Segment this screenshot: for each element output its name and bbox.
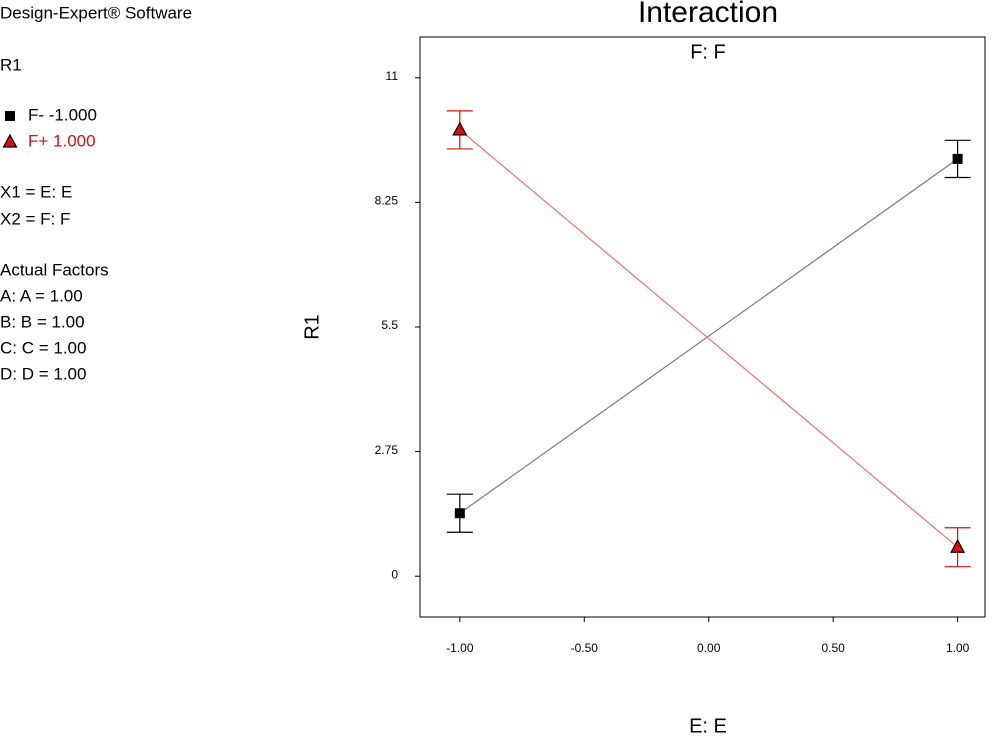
plot-frame xyxy=(419,36,986,618)
software-label: Design-Expert® Software xyxy=(0,3,192,22)
y-tick-label: 11 xyxy=(386,69,399,83)
x-axis-label: E: E xyxy=(689,715,727,737)
y-tick-label: 8.25 xyxy=(375,194,399,208)
x2-label: X2 = F: F xyxy=(0,209,70,228)
legend-marker xyxy=(5,111,15,121)
legend-label: F+ 1.000 xyxy=(28,131,96,150)
chart-subtitle: F: F xyxy=(690,41,726,63)
marker xyxy=(454,508,465,519)
x-tick-label: 0.00 xyxy=(697,641,721,655)
y-tick-label: 0 xyxy=(391,567,398,581)
marker xyxy=(950,538,966,553)
factors-title: Actual Factors xyxy=(0,260,109,279)
marker xyxy=(952,153,963,164)
x-tick-label: 0.50 xyxy=(821,641,845,655)
marker xyxy=(452,121,468,136)
series-line xyxy=(459,158,958,514)
x-tick-label: 1.00 xyxy=(946,641,970,655)
factor: B: B = 1.00 xyxy=(0,312,85,331)
factor: D: D = 1.00 xyxy=(0,364,86,383)
factor: A: A = 1.00 xyxy=(0,286,83,305)
y-tick-label: 5.5 xyxy=(381,318,398,332)
x-tick-label: -0.50 xyxy=(571,641,599,655)
legend-marker xyxy=(2,133,18,148)
y-axis-label: R1 xyxy=(301,314,323,340)
response-label: R1 xyxy=(0,55,22,74)
chart-title: Interaction xyxy=(638,0,778,29)
series-line xyxy=(459,129,959,548)
y-tick-label: 2.75 xyxy=(375,443,399,457)
legend-label: F- -1.000 xyxy=(28,105,97,124)
x-tick-label: -1.00 xyxy=(446,641,474,655)
x1-label: X1 = E: E xyxy=(0,182,72,201)
factor: C: C = 1.00 xyxy=(0,338,86,357)
